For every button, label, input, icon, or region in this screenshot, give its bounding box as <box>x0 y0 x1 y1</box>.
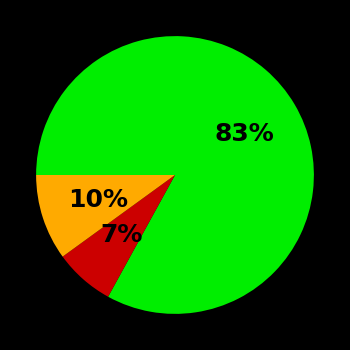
Wedge shape <box>36 175 175 257</box>
Wedge shape <box>36 36 314 314</box>
Text: 10%: 10% <box>68 188 128 212</box>
Text: 7%: 7% <box>100 223 143 247</box>
Text: 83%: 83% <box>215 122 274 146</box>
Wedge shape <box>63 175 175 297</box>
